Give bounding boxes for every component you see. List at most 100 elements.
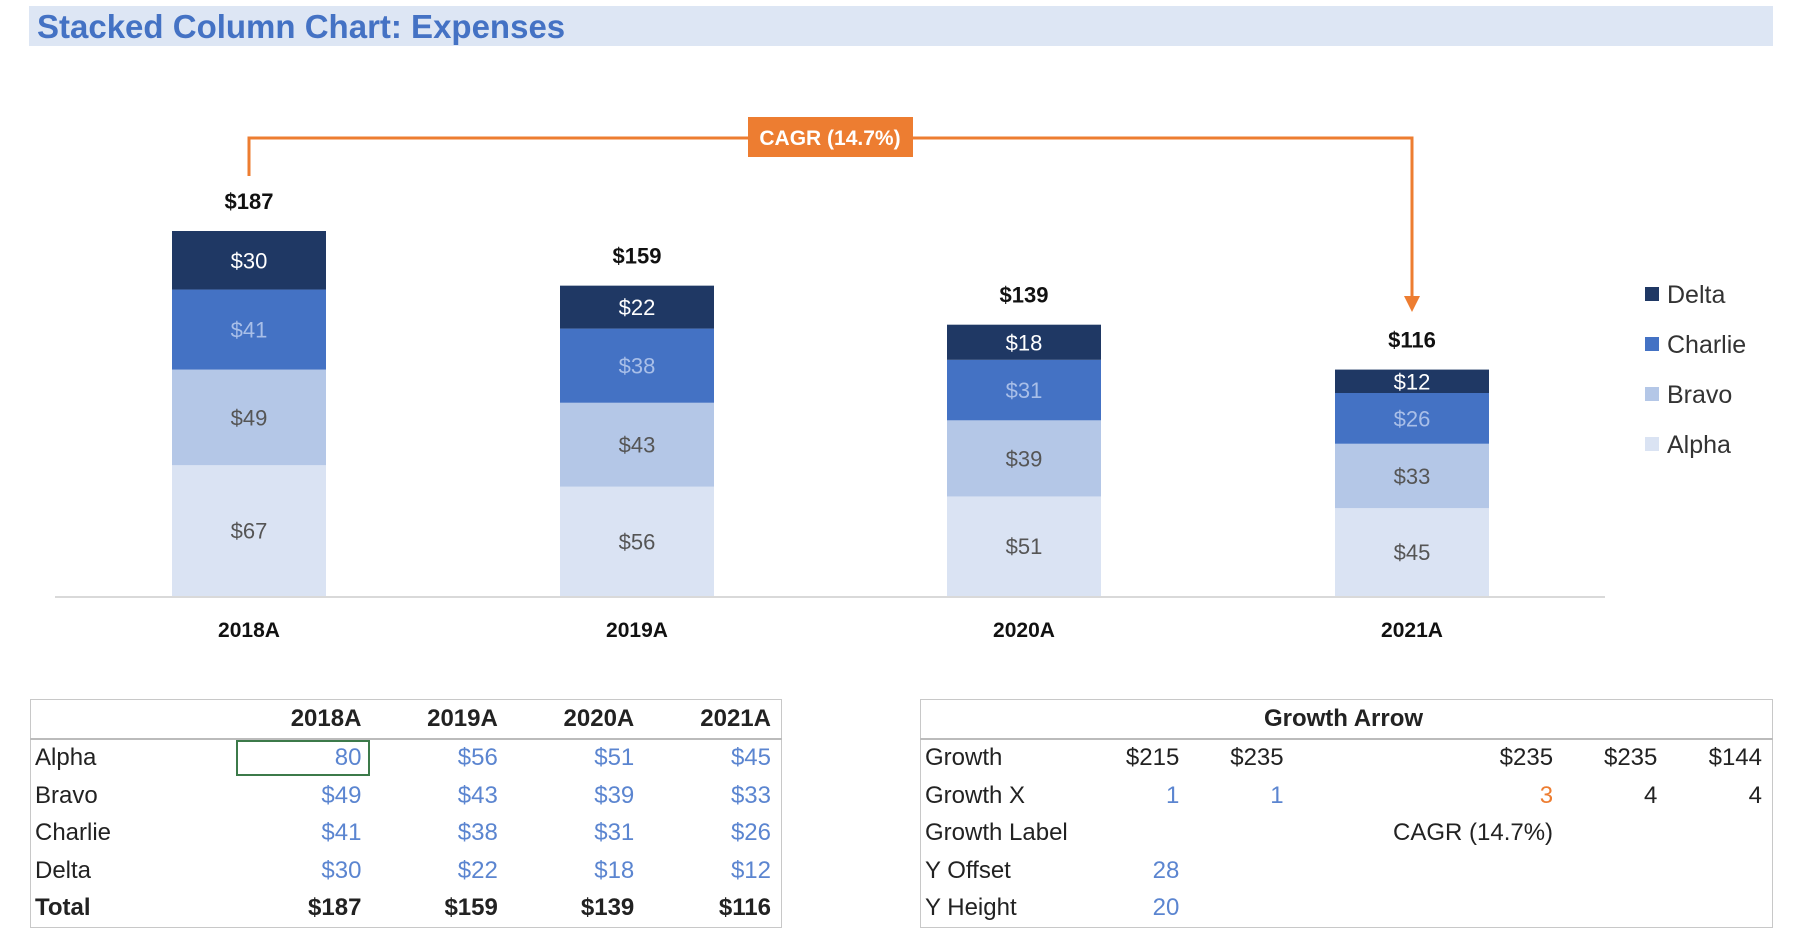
row-label: Y Height xyxy=(925,894,1017,922)
row-label: Bravo xyxy=(35,781,98,809)
header-2020A: 2020A xyxy=(507,699,645,740)
total-label: $187 xyxy=(225,189,274,214)
table-row: Alpha 80 $56 $51 $45 xyxy=(31,739,782,778)
cell[interactable]: $30 xyxy=(321,856,362,884)
cell[interactable]: $159 xyxy=(444,894,498,922)
table-row: Y Height 20 xyxy=(921,890,1773,928)
cell[interactable]: 20 xyxy=(1152,894,1180,922)
total-label: $139 xyxy=(1000,283,1049,308)
cell[interactable]: $12 xyxy=(730,856,771,884)
cell[interactable]: $235 xyxy=(1230,744,1284,772)
category-label: 2021A xyxy=(1381,619,1443,642)
legend-label-charlie: Charlie xyxy=(1667,331,1746,359)
cell[interactable]: $43 xyxy=(457,781,498,809)
total-row: Total $187 $159 $139 $116 xyxy=(31,890,782,928)
cell[interactable]: 3 xyxy=(1539,781,1554,809)
cell[interactable]: $51 xyxy=(594,744,635,772)
bar-bravo-2018A xyxy=(172,369,326,466)
table-row: Bravo $49 $43 $39 $33 xyxy=(31,777,782,815)
data-label: $31 xyxy=(1006,378,1043,403)
cell[interactable]: $235 xyxy=(1499,744,1554,772)
header-2018A: 2018A xyxy=(235,699,372,740)
cell[interactable]: 4 xyxy=(1748,781,1762,809)
total-label: $159 xyxy=(613,244,662,269)
category-label: 2018A xyxy=(218,619,280,642)
legend-label-bravo: Bravo xyxy=(1667,381,1732,409)
cell[interactable]: $38 xyxy=(457,819,498,847)
legend-swatch-delta xyxy=(1645,287,1659,301)
cell[interactable]: $139 xyxy=(580,894,635,922)
legend-swatch-bravo xyxy=(1645,387,1659,401)
data-label: $12 xyxy=(1394,369,1431,394)
cell[interactable]: $26 xyxy=(730,819,771,847)
data-label: $56 xyxy=(619,529,656,554)
cell[interactable]: $33 xyxy=(730,781,771,809)
cell[interactable]: $116 xyxy=(718,894,771,922)
bar-alpha-2021A xyxy=(1335,508,1489,596)
bar-delta-2018A xyxy=(172,231,326,290)
row-label: Charlie xyxy=(35,819,112,847)
arrowhead-icon xyxy=(1404,296,1420,312)
cell[interactable]: $56 xyxy=(457,744,498,772)
page-title: Stacked Column Chart: Expenses xyxy=(37,8,566,45)
data-label: $51 xyxy=(1006,534,1043,559)
data-label: $33 xyxy=(1394,464,1431,489)
data-label: $39 xyxy=(1006,446,1043,471)
data-label: $26 xyxy=(1394,406,1431,431)
growth-table-title: Growth Arrow xyxy=(920,699,1773,740)
cell[interactable]: $31 xyxy=(594,819,635,847)
cell[interactable]: $22 xyxy=(457,856,498,884)
data-label: $49 xyxy=(231,405,268,430)
cell[interactable]: $215 xyxy=(1125,744,1180,772)
bar-delta-2021A xyxy=(1335,369,1489,394)
data-label: $38 xyxy=(619,354,656,379)
cell[interactable]: 4 xyxy=(1644,781,1658,809)
legend-label-delta: Delta xyxy=(1667,281,1725,309)
category-label: 2019A xyxy=(606,619,668,642)
data-label: $41 xyxy=(231,318,268,343)
row-label: Growth xyxy=(925,744,1003,772)
table-row: Growth X 1 1 3 4 4 xyxy=(921,777,1773,815)
table-row: Charlie $41 $38 $31 $26 xyxy=(31,815,782,853)
bar-bravo-2020A xyxy=(947,420,1101,497)
table-row: Growth Label CAGR (14.7%) xyxy=(921,815,1773,853)
data-label: $22 xyxy=(619,295,656,320)
bar-bravo-2019A xyxy=(560,402,714,487)
stacked-column-chart: $67 $49 $41 $30 $187 2018A $56 $43 $38 $22 $159 201… xyxy=(55,117,1746,642)
row-label: Y Offset xyxy=(925,856,1011,884)
cell[interactable]: 1 xyxy=(1165,781,1180,809)
cell[interactable]: $49 xyxy=(321,781,362,809)
row-label: Growth X xyxy=(925,781,1026,809)
cell[interactable]: $187 xyxy=(308,894,362,922)
header-2021A: 2021A xyxy=(644,699,782,740)
cell[interactable]: CAGR (14.7%) xyxy=(1393,819,1554,847)
cell[interactable]: 28 xyxy=(1152,856,1180,884)
table-row: Growth $215 $235 $235 $235 $144 xyxy=(921,739,1773,778)
bar-delta-2019A xyxy=(560,285,714,329)
cagr-label: CAGR (14.7%) xyxy=(759,127,900,150)
cell[interactable]: $235 xyxy=(1603,744,1658,772)
bar-alpha-2018A xyxy=(172,465,326,596)
title-band: Stacked Column Chart: Expenses xyxy=(29,6,1773,46)
category-label: 2020A xyxy=(993,619,1055,642)
bar-alpha-2020A xyxy=(947,496,1101,596)
cell[interactable]: $39 xyxy=(594,781,635,809)
bar-charlie-2020A xyxy=(947,359,1101,421)
cell-selected[interactable]: 80 xyxy=(235,739,371,778)
cell[interactable]: $45 xyxy=(730,744,771,772)
bar-charlie-2018A xyxy=(172,289,326,370)
total-label: $116 xyxy=(1388,328,1436,353)
row-label: Alpha xyxy=(35,744,97,772)
growth-arrow-table: Growth Arrow Growth $215 $235 $235 $235 … xyxy=(920,699,1773,928)
row-label: Total xyxy=(35,894,91,922)
data-label: $18 xyxy=(1006,330,1043,355)
cell[interactable]: $144 xyxy=(1708,744,1762,772)
cell[interactable]: $18 xyxy=(594,856,635,884)
cell[interactable]: $41 xyxy=(321,819,362,847)
bar-charlie-2019A xyxy=(560,328,714,403)
legend-swatch-charlie xyxy=(1645,337,1659,351)
header-blank xyxy=(30,699,235,740)
cell[interactable]: 1 xyxy=(1270,781,1284,809)
legend-label-alpha: Alpha xyxy=(1667,431,1731,459)
row-label: Growth Label xyxy=(925,819,1068,847)
